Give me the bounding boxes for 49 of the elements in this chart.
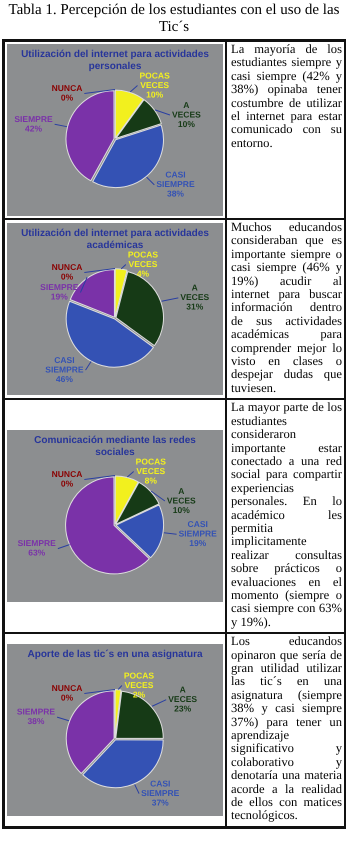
chart-title: Utilización del internet para actividades personales (21, 48, 210, 72)
data-label: 38% (27, 716, 45, 726)
slice-label: SIEMPRE (16, 706, 56, 717)
data-label: 37% (152, 797, 170, 808)
data-label: 10% (172, 505, 190, 516)
text: Los educandos opinaron que sería de gran utilidad utilizar las tic´s en una asignatura (siempre 38% y casi siempre 37%) para tener un aprendizaje significativo y colaborativo y denotaría una materia acorde a la realidad de ellos con matices tecnológicos. (231, 634, 342, 822)
slice-label: POCAS VECES (140, 70, 170, 90)
legend-label: NUNCA (52, 262, 82, 272)
text: Tabla 1. Percepción de los estudiantes con el uso de las Tic´s (8, 2, 340, 36)
slice-label: CASI SIEMPRE (141, 778, 180, 798)
slice-label: CASI SIEMPRE (45, 355, 84, 375)
text: La mayoría de los estudiantes siempre y casi siempre (42% y 38%) opinaba tener costumbre de utilizar el internet para estar comunicado con su entorno. (231, 42, 342, 150)
text: 0% (60, 92, 74, 103)
data-label: 31% (186, 302, 204, 312)
legend-label: NUNCA (52, 683, 82, 694)
data-label: 23% (174, 704, 192, 714)
slice-label: SIEMPRE (14, 114, 53, 124)
data-label: 42% (24, 123, 42, 134)
data-label: 8% (144, 476, 158, 486)
slice-label: CASI SIEMPRE (178, 519, 218, 539)
text: La mayor parte de los estudiantes consideraron importante estar conectado a una red social para compartir experiencias personales. En lo académico les permitia implicitamente realizar consultas sobre prácticos o evaluaciones en el momento (siempre o casi siempre con 63% y 19%). (231, 400, 342, 629)
slice-label: A VECES (172, 100, 202, 120)
data-label: 38% (166, 188, 184, 199)
chart-title: Comunicación mediante las redes sociales (34, 434, 196, 458)
data-label: 63% (28, 548, 46, 558)
data-label: 19% (50, 292, 68, 302)
text: 0% (60, 272, 74, 282)
slice-label: CASI SIEMPRE (156, 170, 195, 190)
slice-label: A VECES (180, 282, 210, 302)
text: 0% (60, 478, 74, 489)
slice-label: A VECES (166, 486, 196, 506)
slice-label: SIEMPRE (18, 538, 56, 548)
legend-label: NUNCA (52, 83, 82, 94)
data-label: 10% (178, 118, 196, 129)
text: 0% (60, 692, 74, 703)
chart-title: Utilización del internet para actividades académicas (21, 228, 210, 251)
slice-label: POCAS VECES (128, 249, 158, 269)
text: Muchos educandos consideraban que es importante siempre o casi siempre (46% y 19%) acudir al internet para buscar información dentro de sus actividades académicas para comprender mejor lo visto en clases o despejar dudas que tuviesen. (231, 220, 342, 395)
data-label: 46% (56, 374, 74, 384)
data-label: 10% (146, 89, 164, 100)
slice-label: A VECES (168, 684, 198, 704)
data-label: 2% (132, 689, 146, 700)
data-label: 19% (189, 538, 207, 548)
chart-title: Aporte de las tic´s en una asignatura (27, 648, 203, 660)
slice-label: POCAS VECES (124, 670, 154, 690)
slice-label: POCAS VECES (136, 456, 166, 476)
data-label: 4% (136, 268, 150, 278)
slice-label: SIEMPRE (40, 282, 79, 292)
legend-label: NUNCA (52, 469, 82, 480)
